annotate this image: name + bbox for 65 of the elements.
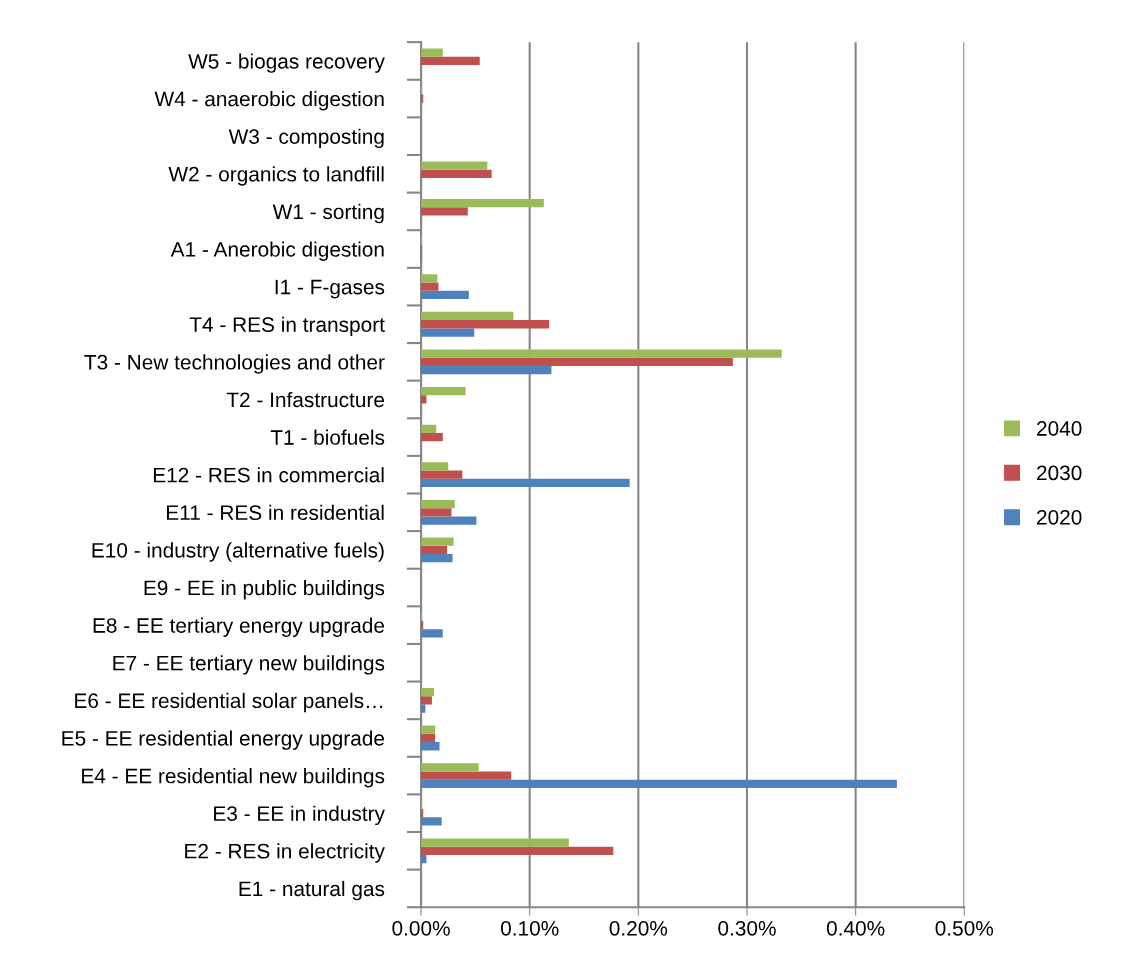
y-tick-label: E2 - RES in electricity — [185, 843, 385, 863]
bar — [421, 470, 463, 479]
bar — [421, 290, 469, 300]
y-tick-label: E11 - RES in residential — [167, 504, 384, 521]
bar — [421, 357, 733, 366]
y-tick-label: E12 - RES in commercial — [153, 467, 384, 483]
bar — [421, 198, 544, 208]
y-tick-label: T3 - New technologies and other — [84, 354, 385, 374]
bar — [421, 365, 552, 375]
y-tick-label: T1 - biofuels — [270, 429, 385, 445]
bar — [421, 779, 897, 788]
bar — [421, 771, 512, 780]
y-tick-label: E10 - industry (alternative fuels) — [92, 542, 384, 562]
x-tick-label: 0.50% — [935, 920, 994, 936]
y-tick-label: I1 - F-gases — [275, 279, 385, 299]
y-tick-label: T4 - RES in transport — [189, 316, 385, 337]
x-tick-label: 0.00% — [392, 920, 450, 936]
y-tick-label: E3 - EE in industry — [214, 805, 385, 826]
y-tick-label: E6 - EE residential solar panels… — [75, 692, 383, 713]
legend-label: 2020 — [1037, 509, 1082, 525]
x-tick-label: 0.40% — [826, 920, 885, 936]
y-tick-label: W2 - organics to landfill — [168, 166, 384, 186]
bar — [421, 499, 455, 509]
bar — [421, 320, 550, 329]
y-tick-label: A1 - Anerobic digestion — [170, 241, 384, 261]
legend-label: 2030 — [1037, 465, 1082, 481]
bar — [421, 161, 488, 170]
bar — [421, 838, 569, 847]
x-tick-label: 0.30% — [718, 920, 776, 936]
bar — [421, 328, 475, 337]
y-tick-label: W3 - composting — [228, 128, 384, 149]
x-tick-label: 0.10% — [500, 920, 559, 936]
y-tick-label: T2 - Infastructure — [226, 391, 385, 408]
bar — [421, 846, 614, 855]
bar — [421, 462, 449, 471]
y-tick-label: E4 - EE residential new buildings — [82, 768, 385, 788]
bar — [421, 282, 439, 291]
bar — [421, 387, 466, 396]
bar — [421, 516, 477, 525]
bar — [421, 629, 443, 638]
bar — [421, 545, 448, 555]
bar — [421, 48, 443, 57]
x-tick-label: 0.20% — [609, 920, 668, 936]
bar — [421, 763, 479, 772]
bar — [421, 478, 630, 488]
bar — [421, 817, 442, 826]
bar — [421, 56, 480, 66]
y-tick-label: E9 - EE in public buildings — [144, 579, 385, 600]
bar — [421, 742, 440, 751]
bar — [421, 508, 452, 517]
bar — [421, 169, 492, 178]
bar — [421, 349, 782, 358]
bar — [421, 207, 468, 216]
bar — [421, 554, 453, 563]
y-tick-label: E7 - EE tertiary new buildings — [113, 655, 385, 675]
y-tick-label: E5 - EE residential energy upgrade — [62, 730, 385, 750]
y-tick-label: E8 - EE tertiary energy upgrade — [93, 617, 385, 638]
y-tick-label: W5 - biogas recovery — [188, 53, 385, 73]
bar — [421, 311, 514, 321]
y-tick-label: W1 - sorting — [272, 203, 384, 224]
y-tick-label: W4 - anaerobic digestion — [154, 91, 384, 111]
bar — [421, 432, 443, 442]
y-tick-label: E1 - natural gas — [239, 880, 385, 901]
legend-label: 2040 — [1037, 421, 1082, 436]
bar — [421, 537, 454, 546]
